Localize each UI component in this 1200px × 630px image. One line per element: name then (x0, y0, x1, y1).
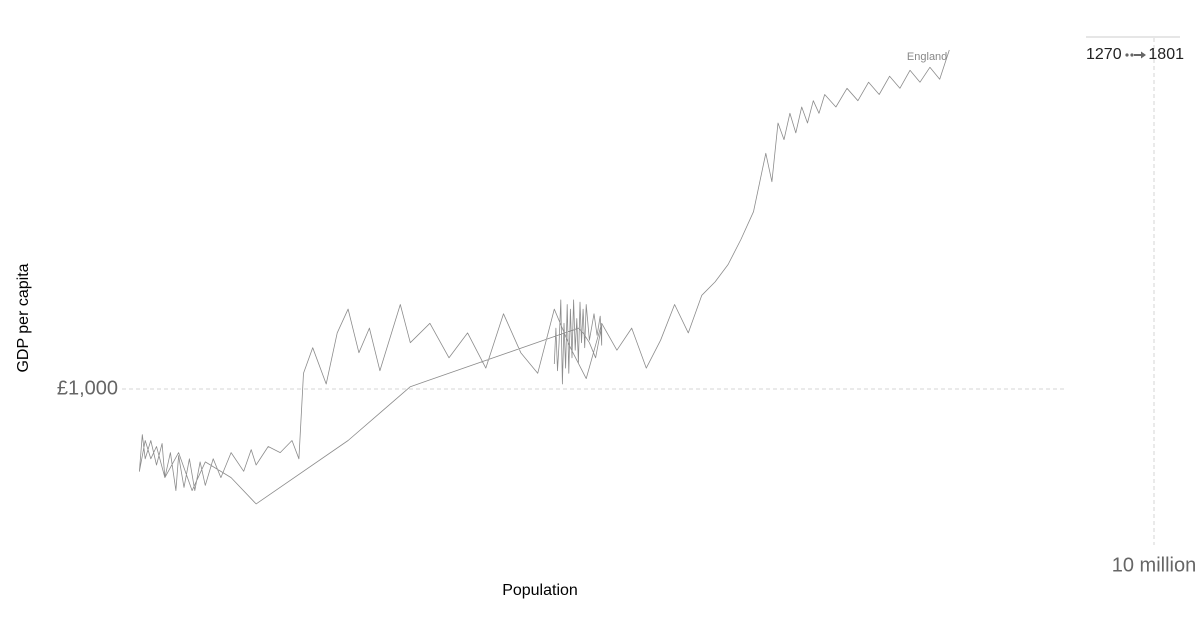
time-start-label: 1270 (1086, 46, 1122, 63)
y-axis-title: GDP per capita (15, 263, 32, 372)
time-indicator[interactable]: 1270 1801 (1086, 36, 1184, 63)
series-line-england[interactable] (139, 49, 950, 505)
time-end-label: 1801 (1148, 46, 1184, 63)
y-tick-label-1000: £1,000 (57, 377, 118, 399)
series-layer: England (139, 49, 950, 505)
arrow-right-icon (1125, 51, 1146, 59)
x-tick-label-10-million: 10 million (1112, 554, 1196, 576)
grid (122, 38, 1155, 545)
x-axis-title: Population (502, 582, 578, 599)
series-label-england: England (907, 51, 947, 63)
